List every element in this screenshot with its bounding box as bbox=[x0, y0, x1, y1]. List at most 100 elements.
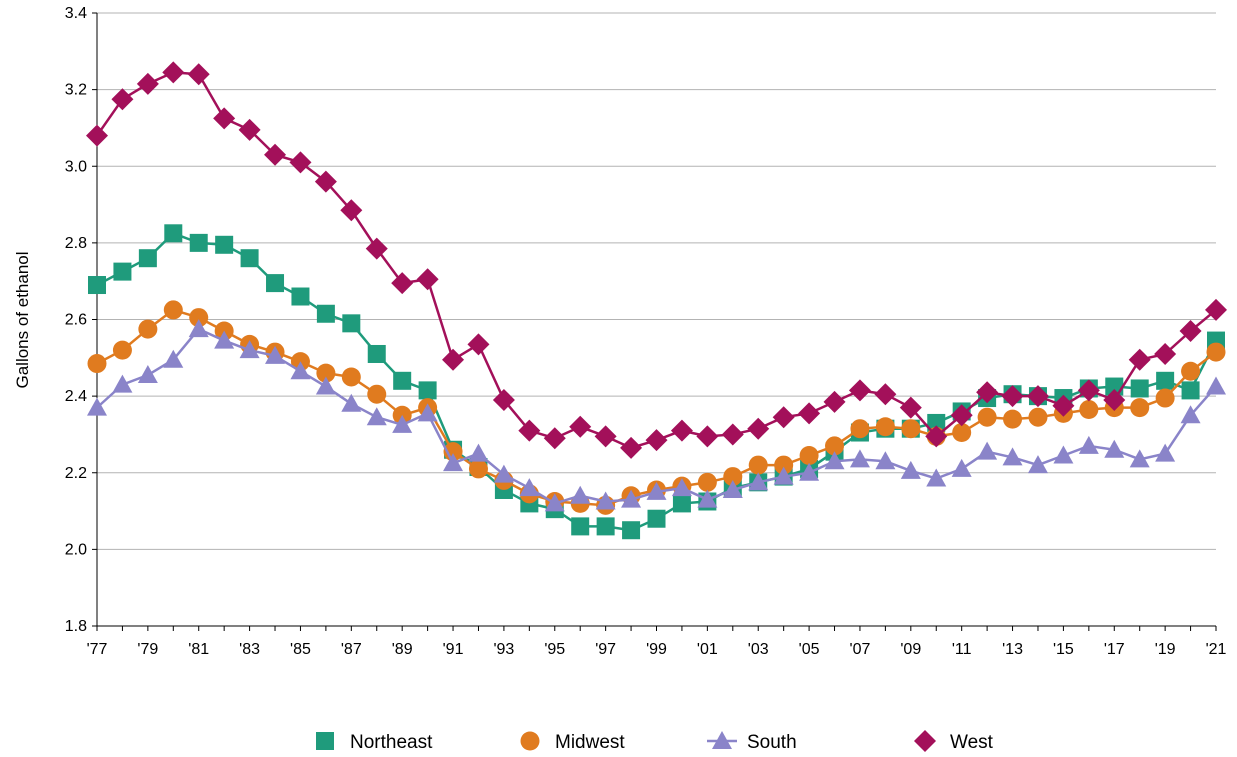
south-point bbox=[290, 361, 311, 380]
legend-marker-midwest bbox=[520, 731, 540, 751]
south-point bbox=[1078, 435, 1099, 454]
northeast-point bbox=[393, 371, 412, 390]
west-point bbox=[1103, 388, 1126, 411]
south-point bbox=[900, 460, 921, 479]
west-point bbox=[594, 425, 617, 448]
west-point bbox=[620, 436, 643, 459]
west-point bbox=[136, 72, 159, 95]
northeast-point bbox=[1130, 379, 1149, 398]
northeast-point bbox=[1181, 381, 1200, 400]
x-tick-label: '05 bbox=[799, 641, 820, 658]
west-point bbox=[1154, 342, 1177, 365]
south-point bbox=[239, 340, 260, 359]
x-tick-label: '85 bbox=[290, 641, 311, 658]
west-point bbox=[111, 88, 134, 111]
midwest-point bbox=[163, 300, 183, 320]
west-point bbox=[1179, 319, 1202, 342]
west-point bbox=[238, 118, 261, 141]
south-point bbox=[875, 451, 896, 470]
south-point bbox=[188, 319, 209, 338]
west-point bbox=[696, 425, 719, 448]
northeast-point bbox=[316, 304, 335, 323]
west-point bbox=[340, 199, 363, 222]
midwest-point bbox=[977, 407, 997, 427]
south-point bbox=[697, 489, 718, 508]
south-point bbox=[671, 478, 692, 497]
west-point bbox=[1205, 298, 1227, 321]
west-point bbox=[213, 107, 236, 130]
south-point bbox=[621, 489, 642, 508]
x-tick-label: '79 bbox=[137, 641, 158, 658]
x-tick-label: '83 bbox=[239, 641, 260, 658]
south-point bbox=[951, 458, 972, 477]
south-point bbox=[1206, 376, 1226, 395]
legend: Northeast Midwest South West bbox=[316, 730, 994, 753]
west-point bbox=[569, 415, 592, 438]
northeast-point bbox=[647, 509, 666, 528]
northeast-point bbox=[164, 224, 183, 243]
west-point bbox=[925, 425, 948, 448]
west-point bbox=[543, 427, 566, 450]
legend-marker-northeast bbox=[316, 732, 334, 750]
south-point bbox=[722, 479, 743, 498]
axes bbox=[92, 12, 1217, 631]
midwest-point bbox=[468, 459, 488, 479]
south-point bbox=[1002, 447, 1023, 466]
south-point bbox=[366, 407, 387, 426]
west-point bbox=[391, 272, 414, 295]
south-point bbox=[1027, 455, 1048, 474]
x-tick-label: '15 bbox=[1053, 641, 1074, 658]
midwest-point bbox=[112, 340, 132, 360]
west-point bbox=[314, 170, 337, 193]
legend-marker-south bbox=[712, 731, 732, 749]
west-point bbox=[1052, 394, 1075, 417]
midwest-point bbox=[697, 472, 717, 492]
midwest-point bbox=[774, 455, 794, 475]
northeast-point bbox=[240, 249, 259, 268]
y-tick-label: 2.6 bbox=[65, 312, 87, 329]
south-point bbox=[595, 491, 616, 510]
south-point bbox=[315, 376, 336, 395]
northeast-point bbox=[113, 262, 132, 281]
midwest-point bbox=[799, 446, 819, 466]
x-tick-label: '97 bbox=[595, 641, 616, 658]
x-tick-label: '87 bbox=[341, 641, 362, 658]
x-tick-label: '99 bbox=[646, 641, 667, 658]
legend-label-northeast: Northeast bbox=[350, 732, 433, 753]
northeast-point bbox=[367, 344, 386, 363]
x-tick-label: '01 bbox=[697, 641, 718, 658]
west-point bbox=[492, 388, 515, 411]
south-point bbox=[773, 466, 794, 485]
west-point bbox=[86, 124, 108, 147]
y-tick-label: 2.8 bbox=[65, 235, 87, 252]
y-tick-label: 2.0 bbox=[65, 541, 87, 558]
south-point bbox=[341, 393, 362, 412]
south-point bbox=[977, 441, 998, 460]
x-tick-labels: '77 '79 '81 '83 '85 '87 '89 '91 '93 '95 '97 '99 '01 '… bbox=[87, 641, 1227, 658]
midwest-point bbox=[316, 363, 336, 383]
south-point bbox=[748, 472, 769, 491]
legend-item-northeast: Northeast bbox=[316, 732, 433, 753]
west-point bbox=[848, 379, 871, 402]
northeast-point bbox=[88, 276, 106, 295]
south-point bbox=[443, 453, 464, 472]
west-point bbox=[950, 404, 973, 427]
west-point bbox=[823, 390, 846, 413]
y-tick-label: 3.0 bbox=[65, 158, 87, 175]
midwest-point bbox=[1155, 388, 1175, 408]
west-point bbox=[442, 348, 465, 371]
south-point bbox=[849, 449, 870, 468]
midwest-point bbox=[1079, 400, 1099, 420]
x-tick-label: '17 bbox=[1104, 641, 1125, 658]
x-tick-label: '95 bbox=[544, 641, 565, 658]
midwest-point bbox=[1181, 361, 1201, 381]
west-point bbox=[467, 333, 490, 356]
legend-label-south: South bbox=[747, 732, 797, 753]
x-tick-label: '89 bbox=[392, 641, 413, 658]
northeast-point bbox=[138, 249, 157, 268]
midwest-point bbox=[1130, 398, 1150, 418]
south-point bbox=[214, 330, 235, 349]
northeast-point bbox=[291, 287, 310, 306]
south-point bbox=[163, 349, 184, 368]
